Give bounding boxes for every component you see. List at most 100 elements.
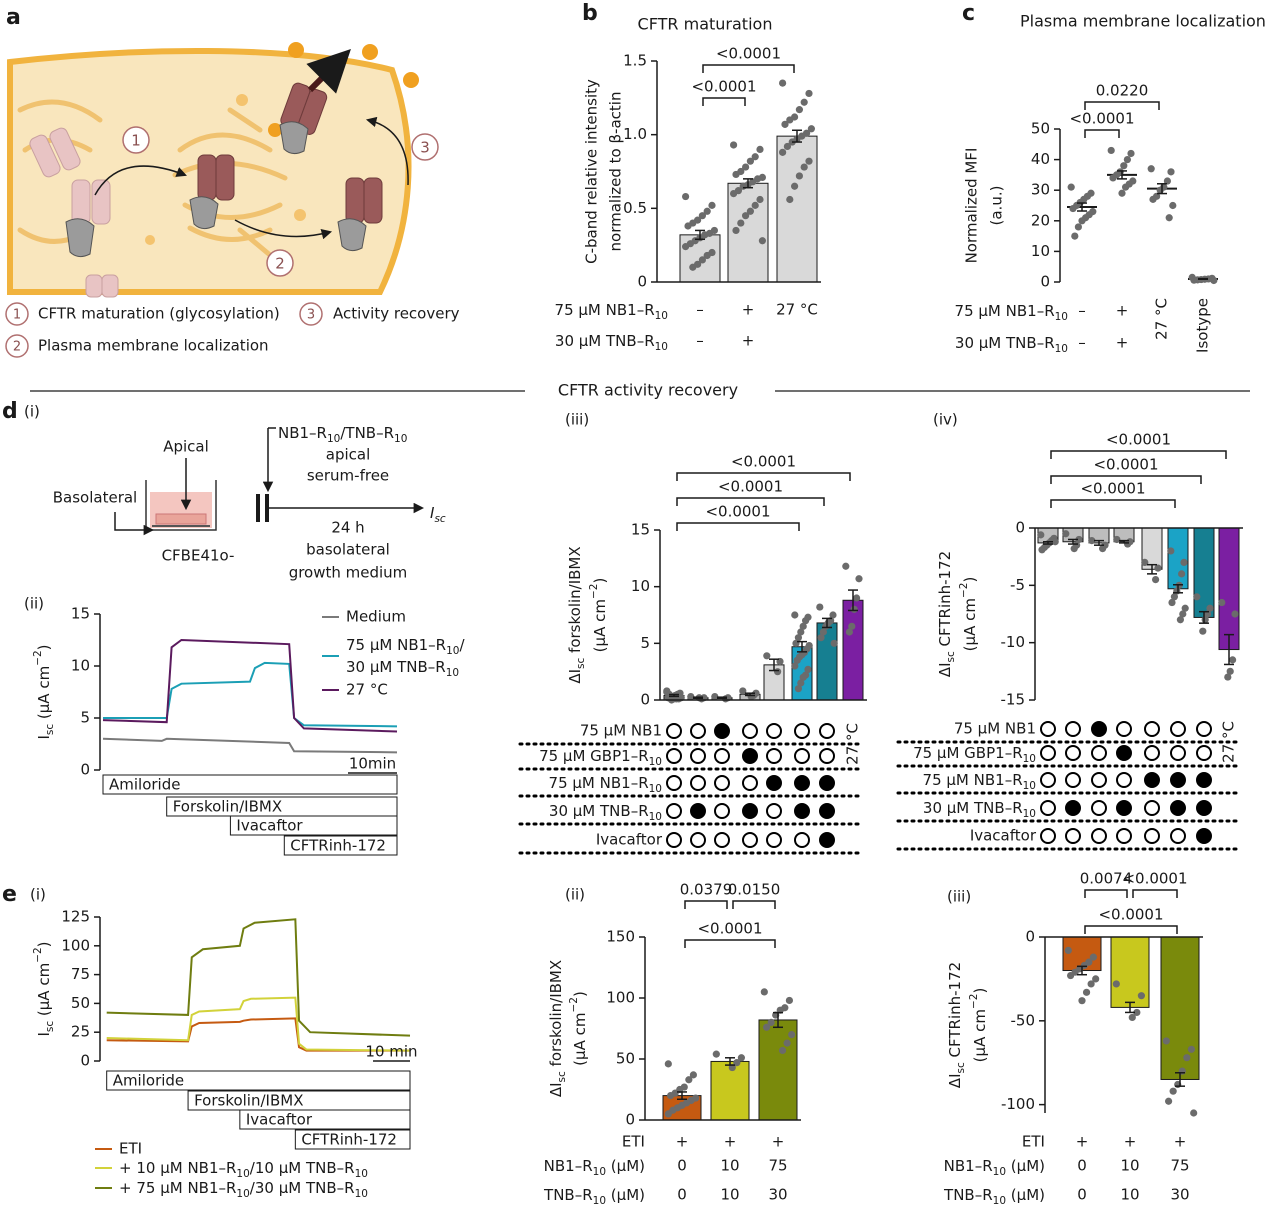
trace <box>102 737 398 754</box>
row-label: 30 μM TNB–R10 <box>955 334 1068 356</box>
data-point <box>1064 946 1072 955</box>
condition-marker <box>1144 828 1160 844</box>
bar <box>1218 527 1240 651</box>
text-run: ) <box>961 577 979 583</box>
row-label: 30 μM TNB–R10 <box>555 332 668 354</box>
diagram-label: basolateral <box>306 541 390 559</box>
row-value: + <box>724 1133 737 1151</box>
panel-label: c <box>962 1 975 26</box>
condition-marker <box>1116 721 1132 737</box>
text-run: 30 μM TNB–R <box>346 658 446 676</box>
data-point <box>1163 177 1171 185</box>
p-value: 0.0074 <box>1080 870 1133 888</box>
condition-marker <box>1091 772 1107 788</box>
data-point <box>756 195 764 204</box>
data-point <box>1088 537 1096 545</box>
text-run: 75 μM NB1–R <box>923 771 1023 789</box>
data-point <box>737 219 745 227</box>
data-point <box>1109 174 1117 182</box>
data-point <box>800 163 808 171</box>
superscript: −2 <box>588 584 600 599</box>
treatment-label: Forskolin/IBMX <box>194 1092 303 1110</box>
treatment-bar <box>229 815 398 836</box>
data-point <box>783 1039 791 1047</box>
data-point <box>742 212 750 220</box>
text-run: 30 μM TNB–R <box>555 332 655 350</box>
condition-marker <box>742 723 758 739</box>
row-value: 10 <box>720 1186 739 1204</box>
data-point <box>797 679 805 687</box>
data-point <box>1218 598 1226 607</box>
data-point <box>779 79 787 87</box>
y-tick-label: -5 <box>1010 576 1025 594</box>
condition-marker <box>690 803 706 819</box>
y-axis-label: ΔIsc CFTRinh-172 <box>946 962 968 1088</box>
treatment-label: CFTRinh-172 <box>301 1131 397 1149</box>
y-tick-label: 15 <box>631 521 650 539</box>
y-axis-label: (μA cm−2) <box>958 577 979 652</box>
bar <box>1160 936 1200 1080</box>
subscript: 10 <box>593 1166 606 1178</box>
data-point <box>1149 195 1157 203</box>
y-axis-label: Isc (μA cm−2) <box>32 941 56 1036</box>
row-label: NB1–R10 (μM) <box>544 1157 645 1179</box>
data-point <box>763 1023 771 1031</box>
row-value: 27 °C <box>1153 298 1171 340</box>
data-point <box>1078 997 1086 1005</box>
bar <box>842 599 864 701</box>
condition-marker <box>1040 745 1056 761</box>
condition-marker <box>794 803 810 819</box>
data-point <box>794 685 803 693</box>
data-point <box>751 153 759 161</box>
p-value: <0.0001 <box>718 478 783 496</box>
condition-marker <box>819 775 835 791</box>
significance-bracket <box>702 64 795 73</box>
text-run: 30 μM TNB–R <box>549 802 649 820</box>
subscript: 10 <box>394 433 407 445</box>
treatment-label: Amiloride <box>109 776 180 794</box>
condition-marker <box>1196 772 1212 788</box>
p-value: <0.0001 <box>716 45 781 63</box>
row-value: – <box>1078 334 1086 352</box>
text-run: ΔI <box>946 1073 964 1088</box>
p-value: <0.0001 <box>705 503 770 521</box>
condition-marker <box>1196 828 1212 844</box>
subscript: 10 <box>993 1166 1006 1178</box>
legend-text: CFTR maturation (glycosylation) <box>38 305 280 323</box>
data-point <box>1122 183 1130 191</box>
condition-marker <box>819 748 835 764</box>
data-point <box>1168 598 1176 607</box>
condition-marker <box>1196 721 1212 737</box>
data-point <box>1120 162 1128 170</box>
subscript: 10 <box>649 756 662 768</box>
y-tick-label: 50 <box>71 994 90 1012</box>
data-point <box>1210 276 1218 285</box>
condition-marker <box>666 723 682 739</box>
p-value: <0.0001 <box>1080 480 1145 498</box>
data-point <box>1082 988 1091 996</box>
data-point <box>1078 217 1086 225</box>
diagram-label: NB1–R10/TNB–R10 <box>278 424 407 446</box>
data-point <box>1154 564 1162 572</box>
data-point <box>853 594 861 602</box>
condition-label: 30 μM TNB–R10 <box>923 799 1036 821</box>
subscript: 10 <box>655 341 668 353</box>
step-number: 1 <box>131 132 141 150</box>
condition-marker <box>1040 828 1056 844</box>
significance-bracket <box>1084 889 1128 898</box>
condition-label: 75 μM NB1–R10 <box>549 774 662 796</box>
text-run: I <box>35 735 53 739</box>
data-point <box>1179 610 1187 618</box>
section-title: CFTR activity recovery <box>558 381 738 400</box>
subscript: 10 <box>1055 311 1068 323</box>
text-run: forskolin/IBMX <box>547 960 565 1071</box>
condition-label: 75 μM GBP1–R10 <box>913 744 1036 766</box>
superscript: −2 <box>958 583 970 598</box>
condition-marker <box>1091 745 1107 761</box>
superscript: −2 <box>32 650 44 665</box>
y-axis-label: (μA cm−2) <box>968 988 989 1063</box>
text-run: 75 μM NB1–R <box>549 774 649 792</box>
data-point <box>685 1076 693 1084</box>
data-point <box>1226 667 1234 675</box>
data-point <box>1118 189 1126 197</box>
